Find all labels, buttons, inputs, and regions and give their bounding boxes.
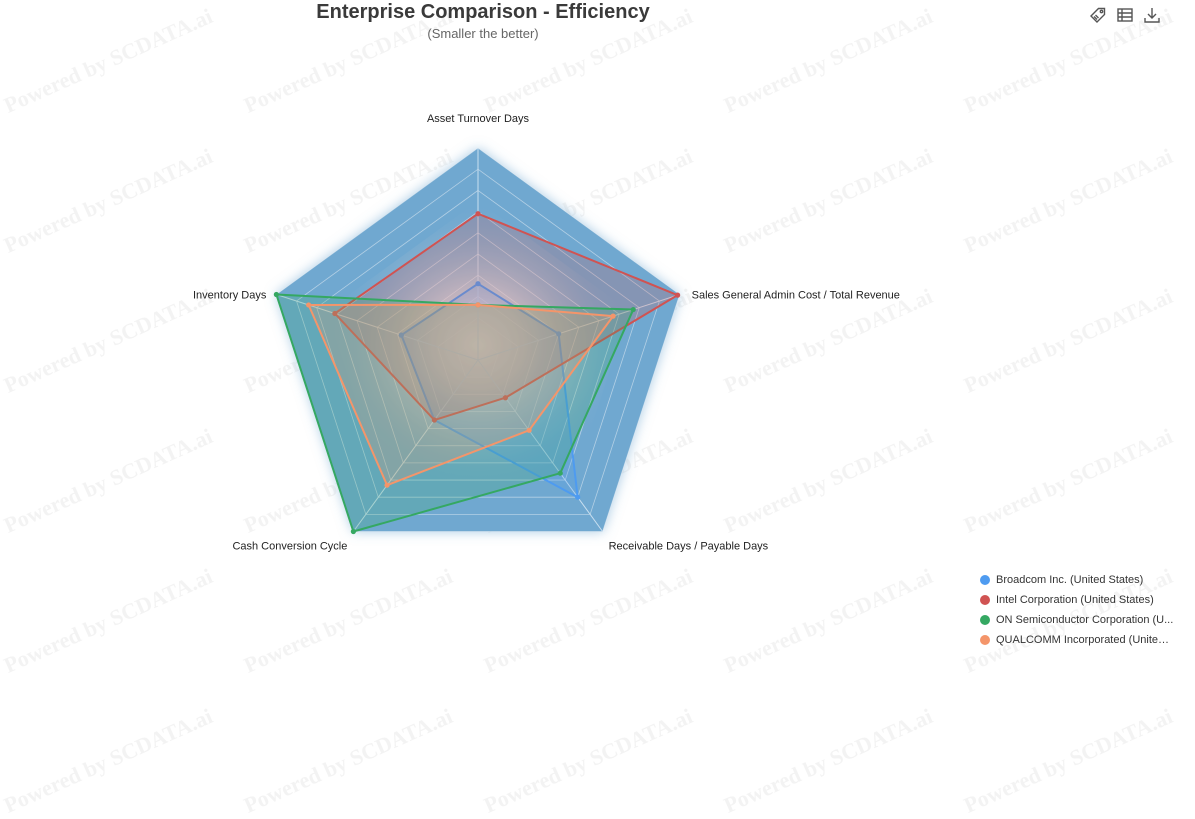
series-point [475,211,481,217]
series-point [575,494,581,500]
watermark-text: Powered by SCDATA.ai [0,703,217,818]
radar-ring [437,317,519,395]
series-point [675,292,681,298]
series-area [307,303,615,487]
watermark-text: Powered by SCDATA.ai [480,703,697,818]
series-point [630,306,636,313]
radar-ring [296,168,660,515]
legend-marker-icon [980,575,990,585]
watermark-text: Powered by SCDATA.ai [720,703,937,818]
series-point [475,281,481,287]
legend-label: Broadcom Inc. (United States) [996,574,1144,586]
radar-ring [396,274,560,430]
legend-label: QUALCOMM Incorporated (United ... [996,634,1174,646]
radar-ring [457,338,499,378]
axis-label: Asset Turnover Days [427,113,530,125]
radar-chart: Asset Turnover Days Sales General Admin C… [193,113,900,553]
radar-ring [356,232,600,464]
radar-spoke [477,294,680,361]
series-point [273,291,279,298]
series-point [502,395,509,401]
legend-item[interactable]: Broadcom Inc. (United States) [980,570,1180,590]
watermark-text: Powered by SCDATA.ai [960,703,1177,818]
series-point [526,427,532,433]
series-point [610,313,616,319]
watermark-text: Powered by SCDATA.ai [960,143,1177,258]
radar-ring [417,295,539,412]
legend-marker-icon [980,615,990,625]
series-point [306,302,312,308]
series-area [333,212,679,422]
series-point [475,302,481,308]
legend-item[interactable]: Intel Corporation (United States) [980,590,1180,610]
radar-ring [275,147,681,532]
axis-label: Sales General Admin Cost / Total Revenue [692,289,900,301]
chart-legend: Broadcom Inc. (United States) Intel Corpo… [980,570,1180,650]
axis-label: Cash Conversion Cycle [232,541,347,553]
radar-ring [376,253,580,447]
legend-label: Intel Corporation (United States) [996,594,1154,606]
chart-subtitle: (Smaller the better) [427,26,539,41]
series-point [384,482,390,488]
legend-label: ON Semiconductor Corporation (U... [996,614,1174,626]
series-point [557,470,563,476]
series-point [332,310,338,317]
chart-toolbar [1089,6,1161,24]
watermark-text: Powered by SCDATA.ai [240,703,457,818]
legend-item[interactable]: QUALCOMM Incorporated (United ... [980,630,1180,650]
radar-spoke [477,359,604,532]
series-point [431,417,437,423]
legend-marker-icon [980,595,990,605]
table-icon[interactable] [1116,6,1134,24]
download-icon[interactable] [1143,6,1161,24]
axis-label: Inventory Days [193,289,267,301]
radar-ring [336,211,620,481]
series-area [400,282,579,499]
chart-title: Enterprise Comparison - Efficiency [316,1,650,23]
axis-label: Receivable Days / Payable Days [609,541,769,553]
legend-marker-icon [980,635,990,645]
legend-item[interactable]: ON Semiconductor Corporation (U... [980,610,1180,630]
watermark-text: Powered by SCDATA.ai [960,423,1177,538]
series-point [350,528,356,535]
series-point [556,331,562,337]
watermark-text: Powered by SCDATA.ai [960,283,1177,398]
tag-icon[interactable] [1089,6,1107,24]
series-area [275,293,635,533]
series-point [398,332,404,338]
radar-spoke [352,359,479,532]
